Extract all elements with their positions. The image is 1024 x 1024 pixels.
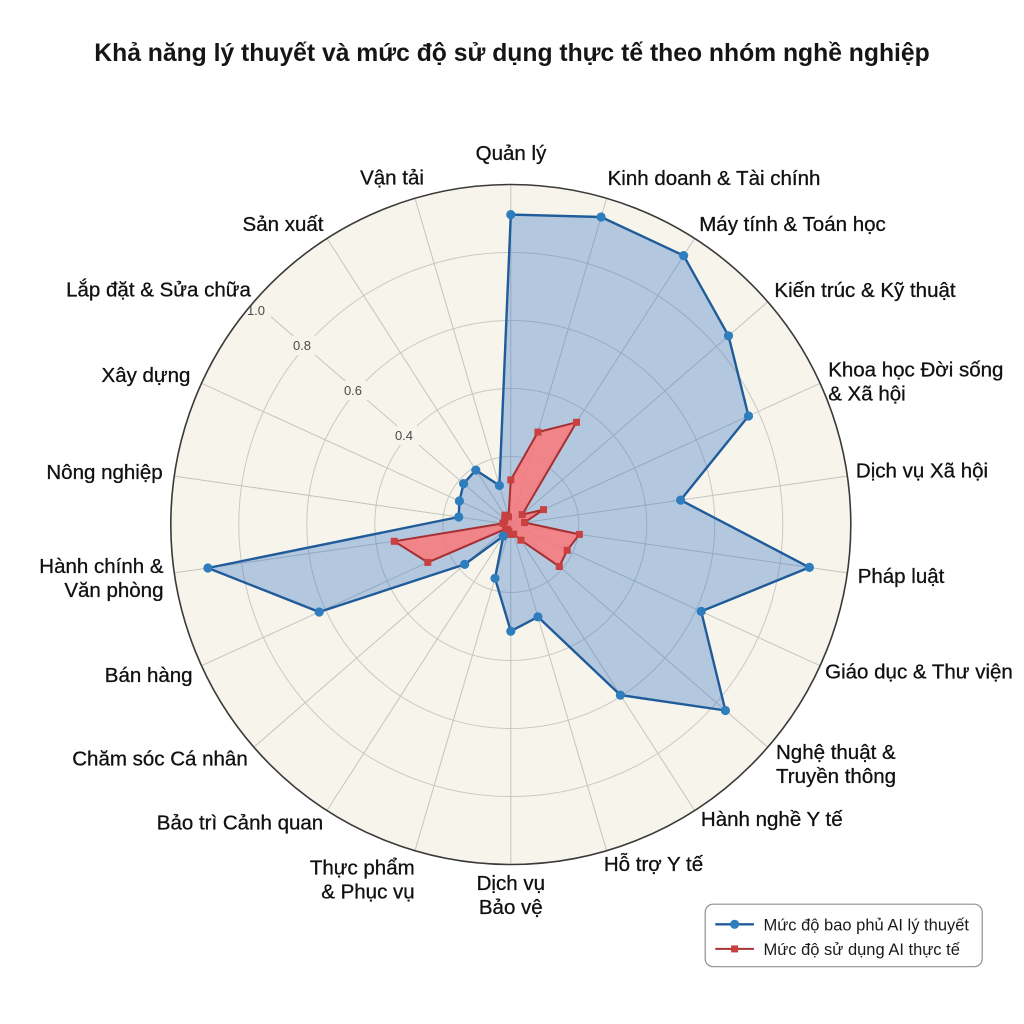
svg-text:0.6: 0.6 [344,383,362,398]
svg-text:Nông nghiệp: Nông nghiệp [46,461,162,484]
svg-text:0.4: 0.4 [395,428,413,443]
svg-text:Văn phòng: Văn phòng [64,579,163,602]
svg-text:Quản lý: Quản lý [476,142,547,165]
svg-text:& Phục vụ: & Phục vụ [321,881,414,904]
svg-text:Khả năng lý thuyết và mức độ s: Khả năng lý thuyết và mức độ sử dụng thự… [94,40,929,67]
svg-text:Hành nghề Y tế: Hành nghề Y tế [701,808,843,831]
svg-text:Pháp luật: Pháp luật [858,565,945,588]
svg-text:Hỗ trợ Y tế: Hỗ trợ Y tế [604,853,704,876]
svg-text:Truyền thông: Truyền thông [776,765,896,788]
svg-text:Khoa học Đời sống: Khoa học Đời sống [828,359,1003,382]
svg-text:Mức độ bao phủ AI lý thuyết: Mức độ bao phủ AI lý thuyết [764,917,970,935]
svg-text:Bảo vệ: Bảo vệ [479,896,543,919]
svg-text:Hành chính &: Hành chính & [39,555,164,578]
svg-text:Nghệ thuật &: Nghệ thuật & [776,741,896,764]
svg-text:Máy tính & Toán học: Máy tính & Toán học [699,213,886,236]
svg-text:Dịch vụ Xã hội: Dịch vụ Xã hội [856,460,988,483]
svg-text:Lắp đặt & Sửa chữa: Lắp đặt & Sửa chữa [66,279,251,302]
svg-text:Mức độ sử dụng AI thực tế: Mức độ sử dụng AI thực tế [764,941,960,959]
svg-text:Vận tải: Vận tải [360,167,424,190]
svg-text:Kiến trúc & Kỹ thuật: Kiến trúc & Kỹ thuật [774,279,955,302]
svg-text:Thực phẩm: Thực phẩm [310,857,415,880]
svg-text:Chăm sóc Cá nhân: Chăm sóc Cá nhân [72,748,247,771]
svg-text:Sản xuất: Sản xuất [243,213,324,236]
svg-text:1.0: 1.0 [247,303,265,318]
svg-text:Xây dựng: Xây dựng [102,364,191,387]
svg-text:Kinh doanh & Tài chính: Kinh doanh & Tài chính [608,167,821,190]
svg-text:Bán hàng: Bán hàng [105,664,193,687]
svg-text:Giáo dục & Thư viện: Giáo dục & Thư viện [825,661,1013,684]
svg-text:Dịch vụ: Dịch vụ [477,872,545,895]
svg-text:0.8: 0.8 [293,338,311,353]
svg-text:Bảo trì Cảnh quan: Bảo trì Cảnh quan [157,812,323,835]
svg-text:& Xã hội: & Xã hội [828,383,906,406]
